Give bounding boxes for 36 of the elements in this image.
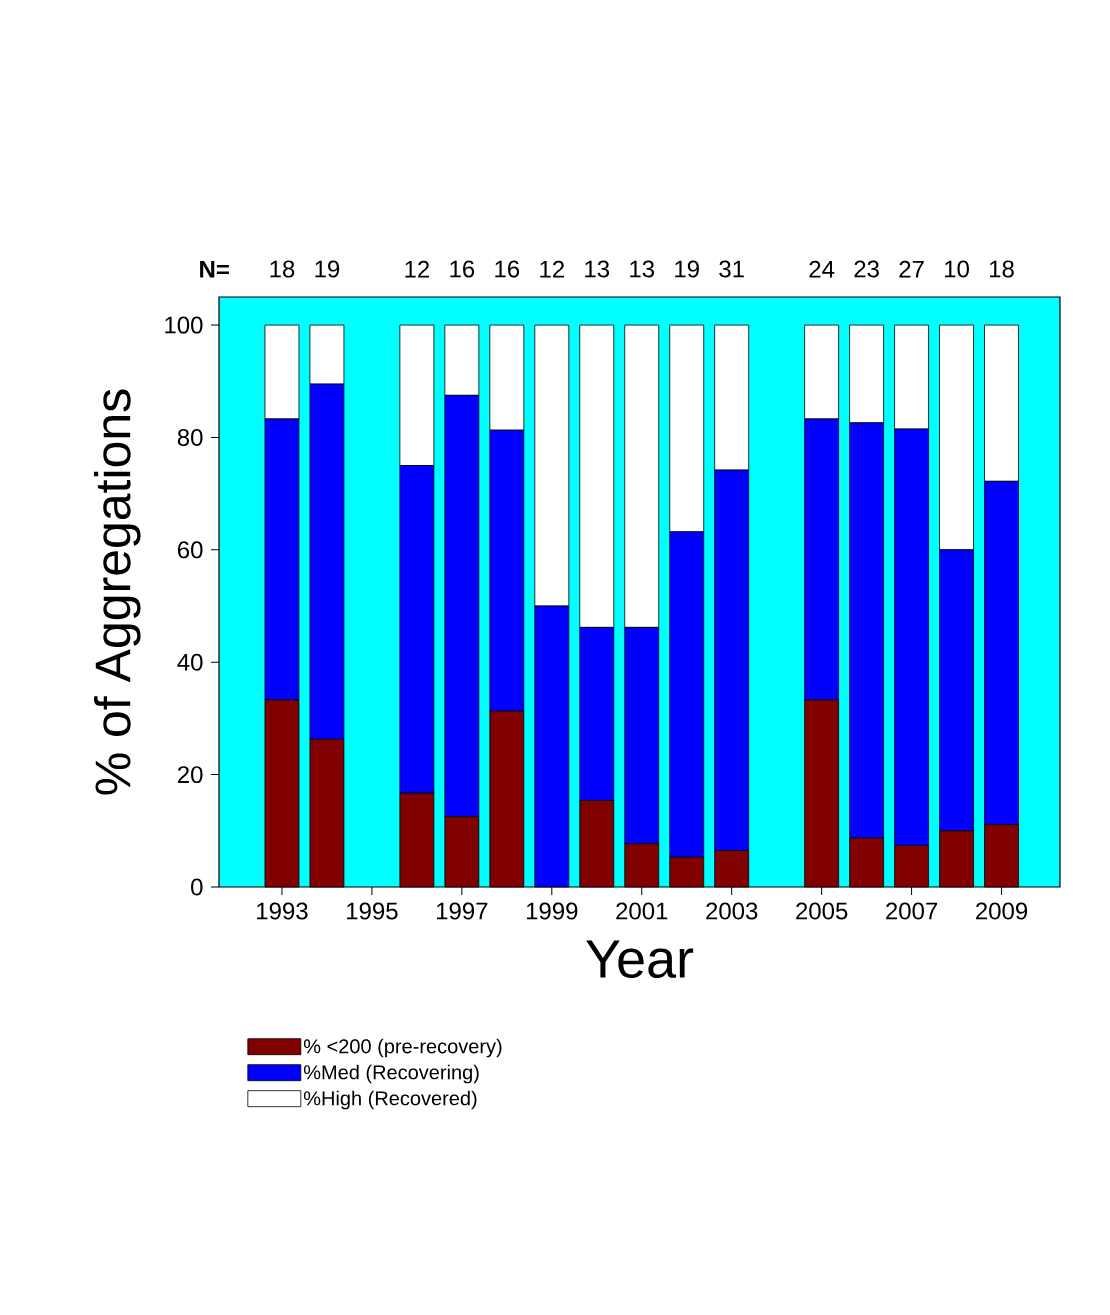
y-axis-title: % of Aggregations [93,389,141,795]
y-tick-label: 20 [177,766,203,784]
y-tick-label: 80 [177,428,203,446]
x-tick-label: 1993 [257,902,308,920]
x-tick-label: 1997 [436,902,488,920]
text: 19 [675,260,699,278]
x-tick-label: 2005 [796,902,848,920]
text: 16 [450,260,475,278]
text: 16 [495,260,520,278]
x-axis-title: Year [586,940,694,979]
legend-label: %High (Recovered) [303,1090,477,1110]
x-tick-label: 1999 [526,902,578,920]
y-tick-label: 60 [178,541,203,559]
x-tick-label: 2007 [886,902,938,920]
text: 31 [719,260,744,278]
text: N= [200,260,229,278]
text: 18 [270,260,295,278]
text: 13 [585,260,610,278]
y-tick-label: 40 [177,653,203,671]
y-tick-label: 100 [165,316,203,334]
text: 12 [540,260,564,278]
text: 13 [630,260,655,278]
text: 24 [809,260,835,278]
legend-label: % <200 (pre-recovery) [303,1038,502,1058]
y-tick-label: 0 [191,878,203,896]
x-tick-label: 2009 [976,902,1028,920]
text: 23 [854,260,879,278]
x-tick-label: 2001 [616,902,668,920]
text: 27 [899,260,924,278]
text: 12 [405,260,430,278]
x-tick-label: 2003 [706,902,758,920]
x-tick-label: 1995 [347,902,398,920]
legend-label: %Med (Recovering) [303,1064,479,1084]
text: 18 [990,260,1014,278]
text: 10 [945,260,969,278]
text: 19 [315,260,340,278]
